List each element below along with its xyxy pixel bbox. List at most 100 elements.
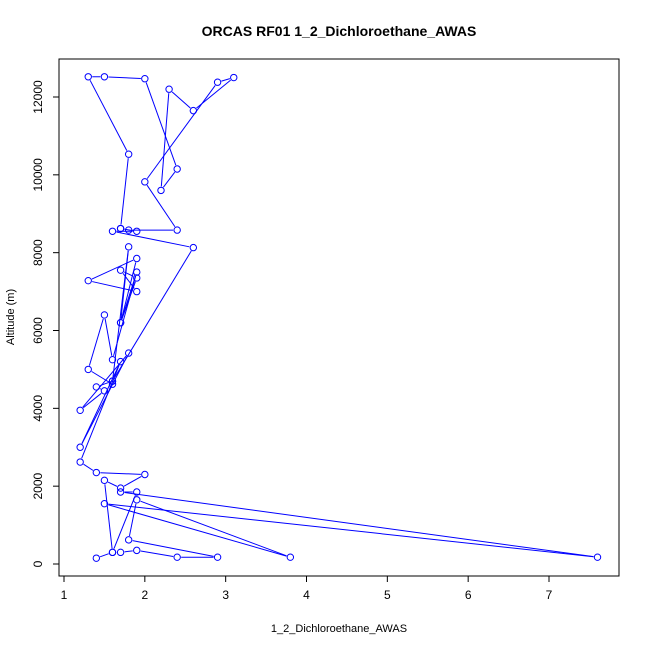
data-point [100,499,109,508]
series-segment [100,472,141,475]
series-segment [108,503,594,558]
series-points [76,73,602,562]
data-point [141,470,149,479]
data-point [84,73,92,81]
data-point [76,406,84,414]
series-segment [99,553,109,558]
data-point [124,536,133,544]
x-axis-label: 1_2_Dichloroethane_AWAS [271,623,407,635]
series-segment [116,231,190,248]
series-segment [196,79,231,109]
data-point [213,78,222,86]
series-segment [146,85,216,179]
series-segment [108,504,287,557]
data-point [84,365,92,374]
data-point [116,484,125,492]
data-point [189,243,198,252]
data-point [100,311,109,319]
series-segment [120,158,129,225]
series-segment [121,281,136,320]
y-axis: 0 2000 4000 6000 8000 10000 12000 [31,80,60,567]
data-point [116,548,125,557]
data-point [100,476,109,485]
data-point [133,488,141,496]
x-tick-label: 4 [303,588,310,602]
x-tick-label: 6 [465,588,472,602]
series-segment [128,503,137,537]
data-point [124,243,133,251]
data-point [100,387,109,395]
series-segment [81,356,128,444]
x-tick-label: 3 [222,588,229,602]
y-tick-label: 2000 [31,472,45,499]
series-segment [89,80,128,151]
series-segment [112,250,129,378]
data-point [92,468,101,477]
series-segment [99,381,109,387]
data-point [116,224,125,233]
data-point [76,458,84,466]
data-point [286,553,295,561]
y-axis-label: Altitude (m) [5,289,17,345]
y-tick-label: 6000 [31,317,45,344]
data-point [133,227,141,235]
series-segment [124,492,594,558]
data-point [133,287,141,296]
series-segment [146,184,176,228]
data-point [124,150,133,158]
data-point [165,85,173,93]
x-tick-label: 1 [61,588,68,602]
series-segment [171,91,191,109]
data-point [173,226,181,234]
data-point [116,266,125,274]
data-point [84,276,92,285]
series-segment [104,484,113,549]
data-point [141,75,149,83]
data-point [213,553,222,561]
series-segment [140,550,174,558]
series-segment [88,318,104,366]
data-point [76,443,84,451]
series-lines [81,76,594,558]
data-point [124,226,133,234]
data-point [116,488,125,496]
y-tick-label: 0 [31,560,45,567]
series-segment [114,250,192,378]
data-point [173,553,181,561]
data-point [116,357,125,366]
data-point [133,496,141,504]
series-segment [92,281,133,292]
y-tick-label: 8000 [31,239,45,266]
data-point [593,553,602,561]
data-point [133,274,141,282]
series-segment [160,93,170,187]
series-segment [91,371,110,383]
data-point [108,380,117,388]
data-point [133,268,141,276]
series-segment [124,550,133,553]
x-axis: 1 2 3 4 5 6 7 [61,575,553,602]
data-point [108,377,117,385]
data-point [189,106,198,115]
x-tick-label: 7 [546,588,553,602]
series-segment [132,540,214,557]
series-segment [163,171,176,188]
series-segment [83,463,94,471]
series-segment [108,76,141,80]
series-segment [123,476,142,487]
data-point [116,319,125,327]
y-tick-label: 12000 [31,80,45,114]
series-segment [104,318,113,356]
data-point [108,548,117,557]
series-segment [113,495,136,549]
y-tick-label: 4000 [31,395,45,422]
y-tick-label: 10000 [31,158,45,192]
data-point [108,227,117,235]
data-point [92,554,101,562]
data-point [173,165,181,173]
x-tick-label: 5 [384,588,391,602]
data-point [133,546,141,555]
series-segment [221,78,231,82]
series-segment [107,481,118,487]
